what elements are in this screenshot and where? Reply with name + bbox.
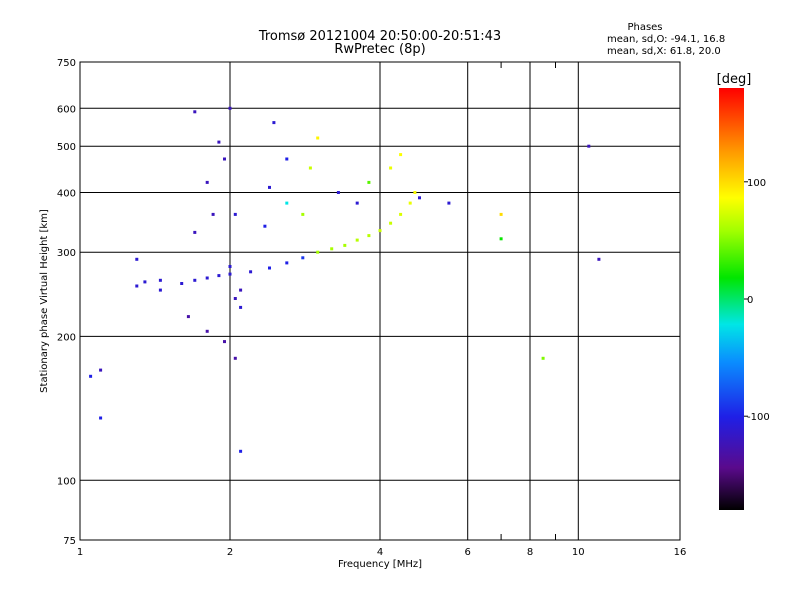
data-point xyxy=(223,340,226,344)
y-tick-label: 400 xyxy=(57,189,76,200)
data-point xyxy=(272,121,276,125)
x-axis-ticks: 1 2 4 6 8 10 16 xyxy=(77,62,687,558)
stats-x-mode: mean, sd,X: 61.8, 20.0 xyxy=(607,46,721,57)
x-axis-label: Frequency [MHz] xyxy=(338,559,422,570)
colorbar xyxy=(719,88,744,510)
x-tick-label: 1 xyxy=(77,547,83,558)
colorbar-label: [deg] xyxy=(717,72,752,87)
data-point xyxy=(193,278,197,282)
data-point xyxy=(389,166,393,170)
y-tick-label: 200 xyxy=(57,332,76,343)
data-point xyxy=(355,201,359,205)
y-tick-label: 100 xyxy=(57,476,76,487)
data-point xyxy=(233,212,237,216)
data-point xyxy=(211,212,215,216)
data-point xyxy=(193,230,197,234)
data-point xyxy=(587,144,591,148)
data-point xyxy=(223,157,226,161)
data-point xyxy=(268,185,271,189)
data-point xyxy=(367,180,371,184)
y-axis-ticks: 75 100 200 300 400 500 600 750 xyxy=(57,58,76,547)
data-point xyxy=(367,234,371,238)
data-point xyxy=(336,191,340,194)
x-tick-label: 10 xyxy=(572,547,585,558)
data-point xyxy=(143,280,147,284)
colorbar-ticks: 100 0 -100 xyxy=(744,178,770,423)
data-point xyxy=(158,288,162,292)
data-point xyxy=(239,449,243,453)
data-point xyxy=(89,374,93,378)
data-point xyxy=(330,247,334,251)
data-point xyxy=(285,157,289,161)
data-point xyxy=(399,212,403,216)
data-point xyxy=(389,221,393,225)
data-point xyxy=(541,356,545,360)
data-point xyxy=(99,416,103,420)
data-point xyxy=(239,288,243,292)
data-point xyxy=(355,238,359,242)
data-point xyxy=(447,201,451,205)
chart-title: Tromsø 20121004 20:50:00-20:51:43 xyxy=(258,29,501,44)
data-point xyxy=(499,237,503,241)
data-point xyxy=(158,278,162,282)
colorbar-tick-label: 0 xyxy=(747,295,753,306)
y-axis-label: Stationary phase Virtual Height [km] xyxy=(39,209,50,393)
data-point xyxy=(180,282,184,285)
y-tick-label: 75 xyxy=(63,536,76,547)
data-point xyxy=(308,166,312,170)
chart-subtitle: RwPretec (8p) xyxy=(334,42,425,57)
grid-lines xyxy=(80,62,680,540)
colorbar-tick-label: 100 xyxy=(747,178,766,189)
data-point xyxy=(228,272,232,276)
data-point xyxy=(233,356,237,360)
data-point xyxy=(301,256,305,260)
data-point xyxy=(249,270,253,274)
data-point xyxy=(217,274,221,278)
y-tick-label: 300 xyxy=(57,248,76,259)
data-point xyxy=(316,250,320,254)
data-point xyxy=(186,315,190,319)
data-point xyxy=(233,297,237,300)
colorbar-tick-label: -100 xyxy=(747,412,770,423)
data-point xyxy=(193,110,197,114)
data-points xyxy=(89,106,601,453)
data-point xyxy=(597,257,601,261)
data-point xyxy=(205,276,209,280)
stats-o-mode: mean, sd,O: -94.1, 16.8 xyxy=(607,34,725,45)
data-point xyxy=(228,265,232,268)
x-tick-label: 2 xyxy=(227,547,233,558)
data-point xyxy=(228,106,232,110)
y-tick-label: 750 xyxy=(57,58,76,69)
data-point xyxy=(205,180,209,184)
data-point xyxy=(301,212,305,216)
data-point xyxy=(135,284,139,288)
data-point xyxy=(285,261,289,265)
data-point xyxy=(239,305,243,309)
data-point xyxy=(413,191,417,194)
data-point xyxy=(418,196,421,200)
data-point xyxy=(408,201,412,205)
stats-heading: Phases xyxy=(627,22,662,33)
data-point xyxy=(399,153,403,157)
x-tick-label: 6 xyxy=(465,547,471,558)
data-point xyxy=(499,212,503,216)
data-point xyxy=(217,140,221,144)
x-tick-label: 16 xyxy=(674,547,687,558)
data-point xyxy=(135,257,139,261)
data-point xyxy=(205,329,209,333)
y-tick-label: 500 xyxy=(57,142,76,153)
data-point xyxy=(263,224,267,228)
x-tick-label: 8 xyxy=(527,547,533,558)
data-point xyxy=(99,368,103,372)
data-point xyxy=(285,201,289,205)
x-tick-label: 4 xyxy=(377,547,383,558)
data-point xyxy=(316,136,320,140)
data-point xyxy=(343,243,347,247)
data-point xyxy=(268,266,271,270)
y-tick-label: 600 xyxy=(57,104,76,115)
data-point xyxy=(378,229,382,233)
